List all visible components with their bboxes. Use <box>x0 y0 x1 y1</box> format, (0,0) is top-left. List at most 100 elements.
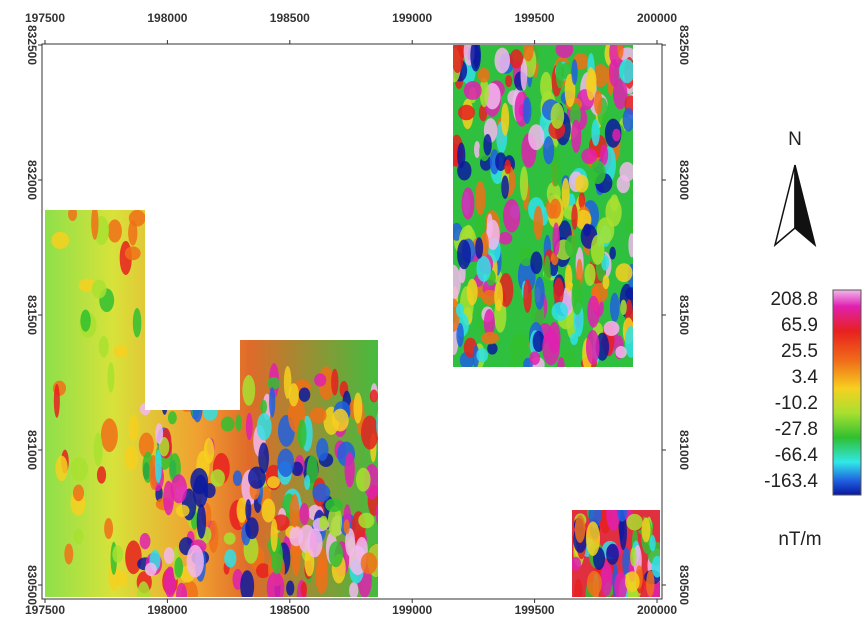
anomaly <box>614 571 628 597</box>
anomaly <box>455 303 464 318</box>
anomaly <box>461 187 475 220</box>
x-tick-label: 199500 <box>515 603 555 617</box>
anomaly <box>328 541 344 568</box>
anomaly <box>298 387 311 402</box>
anomaly <box>193 474 209 508</box>
anomaly <box>609 246 616 260</box>
anomaly <box>261 498 276 523</box>
anomaly <box>630 547 637 567</box>
anomaly <box>355 467 371 492</box>
anomaly <box>453 45 464 74</box>
anomaly <box>256 413 272 441</box>
anomaly <box>68 210 78 222</box>
anomaly <box>555 60 564 89</box>
anomaly <box>615 345 627 359</box>
anomaly <box>309 407 327 424</box>
anomaly <box>651 555 660 578</box>
anomaly <box>646 570 655 597</box>
anomaly <box>457 239 471 270</box>
anomaly <box>523 278 532 313</box>
anomaly <box>519 166 529 201</box>
anomaly <box>245 412 253 441</box>
anomaly <box>245 499 252 521</box>
anomaly <box>619 514 627 551</box>
anomaly <box>128 210 146 227</box>
anomaly <box>319 515 329 530</box>
anomaly <box>51 231 70 250</box>
anomaly <box>552 222 560 256</box>
anomaly <box>594 90 603 115</box>
anomaly <box>625 216 633 234</box>
x-tick-label: 198000 <box>147 11 187 25</box>
anomaly <box>463 81 482 100</box>
anomaly <box>555 45 574 59</box>
anomaly <box>291 461 303 476</box>
anomaly <box>609 194 619 212</box>
anomaly <box>98 336 109 358</box>
north-label: N <box>788 129 802 150</box>
anomaly <box>186 544 204 578</box>
anomaly <box>540 71 553 101</box>
anomaly <box>456 322 464 348</box>
anomaly <box>619 59 633 84</box>
anomaly <box>176 582 188 597</box>
anomaly <box>248 466 266 489</box>
anomaly <box>258 442 269 474</box>
anomaly <box>128 414 139 442</box>
anomaly <box>277 448 295 477</box>
anomaly <box>606 543 619 565</box>
anomaly <box>327 505 343 538</box>
anomaly <box>304 475 311 490</box>
anomaly <box>522 97 532 125</box>
anomaly <box>570 119 582 153</box>
anomaly <box>124 246 141 261</box>
y-tick-label: 831500 <box>25 295 39 335</box>
anomaly <box>208 520 219 554</box>
anomaly <box>622 546 631 578</box>
anomaly <box>483 134 492 156</box>
anomaly <box>505 75 513 88</box>
anomaly <box>132 308 142 338</box>
anomaly <box>553 277 564 306</box>
anomaly <box>483 308 495 337</box>
anomaly <box>551 302 568 321</box>
anomaly <box>64 543 74 565</box>
anomaly <box>603 320 620 336</box>
anomaly <box>236 497 248 523</box>
anomaly <box>245 517 259 540</box>
anomaly <box>501 102 510 136</box>
anomaly <box>242 375 256 406</box>
anomaly <box>534 276 545 310</box>
anomaly <box>232 470 243 487</box>
anomaly <box>107 362 115 393</box>
anomaly <box>73 528 84 545</box>
anomaly <box>476 348 489 363</box>
anomaly <box>128 220 138 246</box>
anomaly <box>345 528 356 557</box>
anomaly <box>475 180 486 216</box>
anomaly <box>557 357 565 367</box>
anomaly <box>283 366 292 399</box>
anomaly <box>53 383 60 418</box>
anomaly <box>100 418 118 453</box>
anomaly <box>586 67 596 101</box>
anomaly <box>288 383 299 407</box>
anomaly <box>612 128 621 142</box>
anomaly <box>220 416 235 432</box>
anomaly <box>113 345 129 358</box>
north-arrow: N <box>773 129 817 248</box>
anomaly <box>80 309 91 332</box>
anomaly <box>72 484 85 502</box>
anomaly <box>620 299 627 316</box>
anomaly <box>78 278 96 292</box>
anomaly <box>343 519 350 535</box>
anomaly <box>495 152 507 172</box>
anomaly <box>464 224 474 240</box>
anomaly <box>585 521 601 556</box>
anomaly <box>609 292 620 323</box>
anomaly <box>360 552 378 575</box>
anomaly <box>164 566 177 597</box>
anomaly <box>466 278 478 306</box>
anomaly <box>96 466 107 484</box>
